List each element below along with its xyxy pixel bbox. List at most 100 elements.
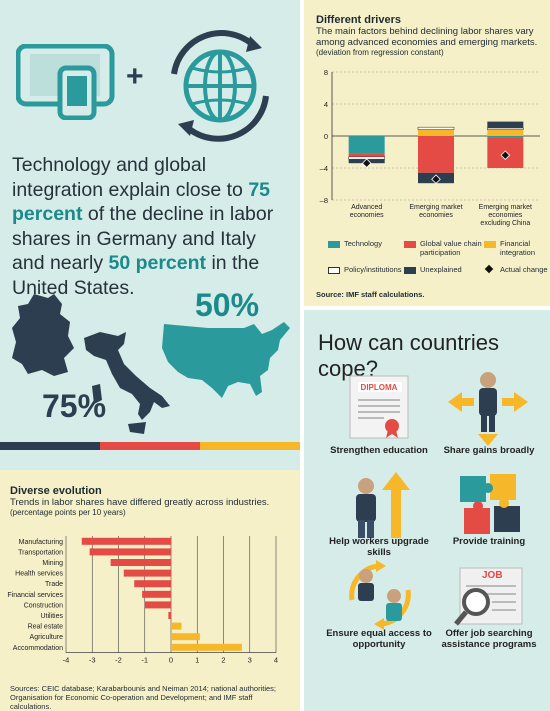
chart2-y-tick-label: –8 <box>320 196 328 205</box>
chart1-title: Diverse evolution <box>10 485 102 497</box>
chart1-bar <box>168 612 171 619</box>
legend-financial: Financial integration <box>500 239 536 257</box>
legend-swatch-technology <box>328 241 340 248</box>
legend-swatch-gvc <box>404 241 416 248</box>
germany-italy-percent-label: 75% <box>42 388 107 424</box>
chart2-bar-segment <box>487 136 524 138</box>
chart1-bar <box>142 590 171 598</box>
headline-highlight-75: 75 percent <box>12 178 271 226</box>
chart1-x-tick-label: -1 <box>141 656 148 665</box>
chart1-bar <box>171 622 182 630</box>
cope-label-education: Strengthen education <box>330 445 428 456</box>
legend-actual: Actual change <box>500 265 548 274</box>
chart2-bar-segment <box>487 129 524 136</box>
cope-label-upgrade-skills: Help workers upgrade skills <box>329 536 429 558</box>
legend-technology: Technology <box>344 239 382 248</box>
chart2-actual-change-marker <box>431 174 441 185</box>
diverse-evolution-panel: Diverse evolution Trends in labor shares… <box>0 470 300 711</box>
chart2-y-tick-label: 4 <box>324 100 328 109</box>
chart2-y-tick-label: –4 <box>320 164 328 173</box>
cope-panel: How can countries cope? DIPLOMA <box>300 310 550 711</box>
chart2-bar-segment <box>487 121 524 128</box>
chart1-bar <box>81 537 171 545</box>
headline-part1: Technology and global integration explai… <box>12 154 249 201</box>
tablet-phone-icon <box>16 44 115 120</box>
legend-swatch-unexplained <box>404 267 416 274</box>
chart2-title: Different drivers <box>316 14 401 26</box>
chart1-x-tick-label: -2 <box>115 656 122 665</box>
chart2-category-label-line: economies <box>488 212 522 219</box>
plus-icon: + <box>126 60 144 93</box>
headline-highlight-50: 50 percent <box>108 252 207 274</box>
different-drivers-panel: Different drivers The main factors behin… <box>300 0 550 310</box>
puzzle-icon <box>460 474 520 534</box>
job-search-icon <box>454 567 523 626</box>
chart2-subtitle: The main factors behind declining labor … <box>316 26 538 48</box>
chart1-category-label: Real estate <box>28 624 64 631</box>
chart2-bar-segment <box>418 129 454 136</box>
chart2-bar-segment <box>348 153 385 157</box>
chart1-category-label: Trade <box>45 581 63 588</box>
chart2-category-label-line: Advanced <box>351 204 382 211</box>
chart1-category-label: Transportation <box>18 549 63 556</box>
chart1-unit: (percentage points per 10 years) <box>10 508 126 517</box>
chart1-category-label: Mining <box>42 560 63 567</box>
chart1-x-tick-label: -4 <box>63 656 70 665</box>
chart1-bar <box>110 559 171 566</box>
chart1-x-tick-label: -3 <box>89 656 96 665</box>
chart1-bar <box>171 633 200 641</box>
chart1-bar <box>171 643 242 651</box>
job-text: JOB <box>482 570 503 581</box>
cope-label-share-gains: Share gains broadly <box>443 445 535 456</box>
chart2-category-label-line: excluding China <box>480 220 530 227</box>
cope-label-training: Provide training <box>452 536 526 547</box>
chart1-bar <box>134 580 171 588</box>
headline-part3: in the United States. <box>12 252 260 299</box>
legend-unexplained: Unexplained <box>420 265 462 274</box>
us-map-icon <box>162 322 290 398</box>
chart2-category-label-line: economies <box>419 212 453 219</box>
germany-map-icon <box>12 294 74 376</box>
diploma-icon <box>349 375 409 439</box>
legend-gvc: Global value chain participation <box>420 239 482 257</box>
chart1-category-label: Manufacturing <box>19 539 63 546</box>
chart2-bar-segment <box>417 126 455 130</box>
chart1-bar <box>89 548 171 556</box>
italy-map-icon <box>84 332 170 434</box>
chart2-category-label: Emerging market economies excluding China <box>479 204 532 227</box>
chart1-x-tick-label: 1 <box>195 656 199 665</box>
chart1-category-label: Agriculture <box>30 634 64 641</box>
chart1-category-label: Accommodation <box>13 645 63 652</box>
legend-swatch-financial <box>484 241 496 248</box>
chart1-subtitle: Trends in labor shares have differed gre… <box>10 497 270 508</box>
chart2-category-label-line: economies <box>350 212 384 219</box>
chart1-x-tick-label: 2 <box>221 656 225 665</box>
worker-arrow-up-icon <box>356 472 410 538</box>
chart2-category-label: Advanced economies <box>350 204 384 219</box>
chart1-category-label: Financial services <box>7 592 63 599</box>
globe-icon <box>171 30 269 142</box>
headline-part2: of the decline in labor shares in German… <box>12 203 274 274</box>
chart1-x-tick-label: 4 <box>274 656 278 665</box>
cope-label-job-search: Offer job searching assistance programs <box>441 628 537 650</box>
chart2-category-label-line: Emerging market <box>409 204 462 211</box>
chart2-unit: (deviation from regression constant) <box>316 48 444 57</box>
chart1-bar <box>144 601 171 609</box>
diploma-text: DIPLOMA <box>360 383 398 392</box>
chart2-category-label-line: Emerging market <box>479 204 532 211</box>
chart1-source: Sources: CEIC database; Karabarbounis an… <box>10 684 276 711</box>
chart1-x-tick-label: 0 <box>169 656 173 665</box>
cope-title: How can countries cope? <box>318 330 499 381</box>
chart2-legend: Technology Global value chain participat… <box>304 238 550 284</box>
chart1-bar <box>123 569 171 577</box>
legend-swatch-actual <box>484 264 494 274</box>
chart2-bar-segment <box>487 127 524 130</box>
chart2-bar-segment <box>348 136 385 154</box>
legend-swatch-policy <box>328 267 340 274</box>
chart2-y-tick-label: 0 <box>324 132 328 141</box>
chart2-actual-change-marker <box>361 158 372 169</box>
chart2-y-tick-label: 8 <box>324 68 328 77</box>
chart2-bar-segment <box>418 136 454 173</box>
chart1-category-label: Construction <box>24 602 63 609</box>
